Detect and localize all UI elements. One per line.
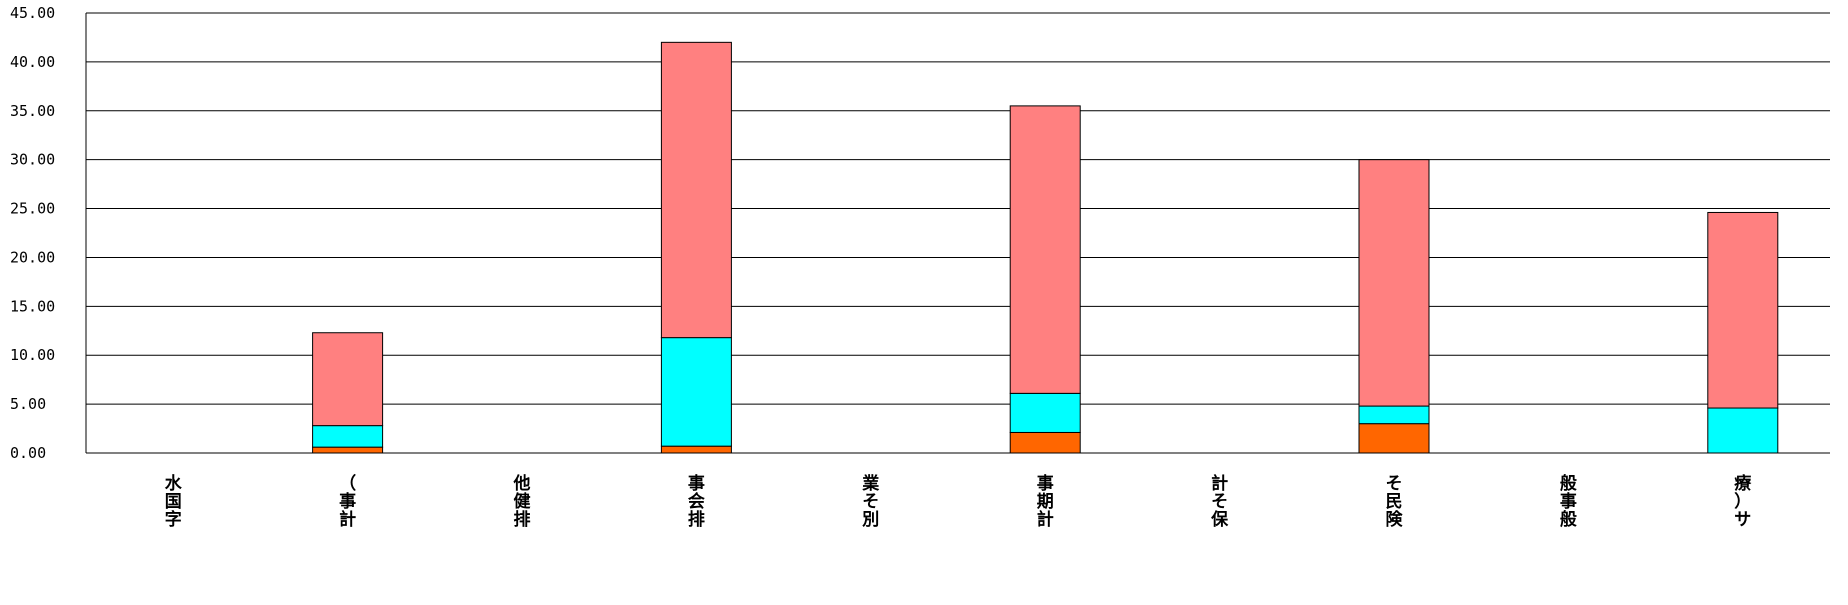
x-category-label: 業そ別 (861, 473, 879, 530)
x-category-label: そ民険 (1386, 474, 1404, 530)
y-tick-label: 20.00 (10, 248, 55, 266)
x-category-label: 事会排 (688, 474, 705, 530)
bar-segment-2 (1009, 392, 1081, 433)
x-category-label: （事計 (339, 473, 356, 530)
bar-segment-3 (1358, 159, 1430, 407)
bar-segment-2 (312, 425, 384, 448)
y-tick-label: 45.00 (10, 4, 55, 22)
y-tick-label: 10.00 (10, 346, 55, 364)
axes (85, 13, 1830, 454)
bar-segment-2 (660, 337, 732, 447)
bar-segment-1 (660, 445, 732, 454)
y-tick-label: 40.00 (10, 53, 55, 71)
bar-segment-2 (1707, 407, 1779, 454)
x-category-label: 他健排 (513, 473, 531, 530)
bar-segment-3 (660, 41, 732, 339)
y-tick-label: 25.00 (10, 200, 55, 218)
y-tick-label: 35.00 (10, 102, 55, 120)
bar-segment-1 (1009, 431, 1081, 454)
y-tick-label: 0.00 (10, 444, 46, 462)
y-tick-label: 15.00 (10, 297, 55, 315)
x-category-label: 般事般 (1560, 473, 1577, 530)
x-category-label: 計そ保 (1210, 473, 1229, 530)
y-axis-tick-labels: 0.00 5.00 10.00 15.00 20.00 25.00 30.00 35.00 40… (10, 4, 55, 462)
bars (312, 41, 1779, 454)
x-category-label: 水国字 (165, 473, 183, 530)
bar-segment-1 (1358, 423, 1430, 454)
x-axis-category-labels: 水国字 （事計 他健排 事会排 業そ別 事期計 計そ保 そ民険 般事般 療）サ (165, 473, 1753, 530)
y-tick-label: 30.00 (10, 151, 55, 169)
x-category-label: 療）サ (1734, 473, 1752, 530)
bar-segment-3 (1009, 105, 1081, 394)
y-tick-label: 5.00 (10, 395, 46, 413)
bar-segment-3 (1707, 211, 1779, 409)
bar-segment-2 (1358, 405, 1430, 425)
bar-segment-3 (312, 332, 384, 427)
x-category-label: 事期計 (1037, 474, 1054, 530)
bar-segment-1 (312, 446, 384, 454)
